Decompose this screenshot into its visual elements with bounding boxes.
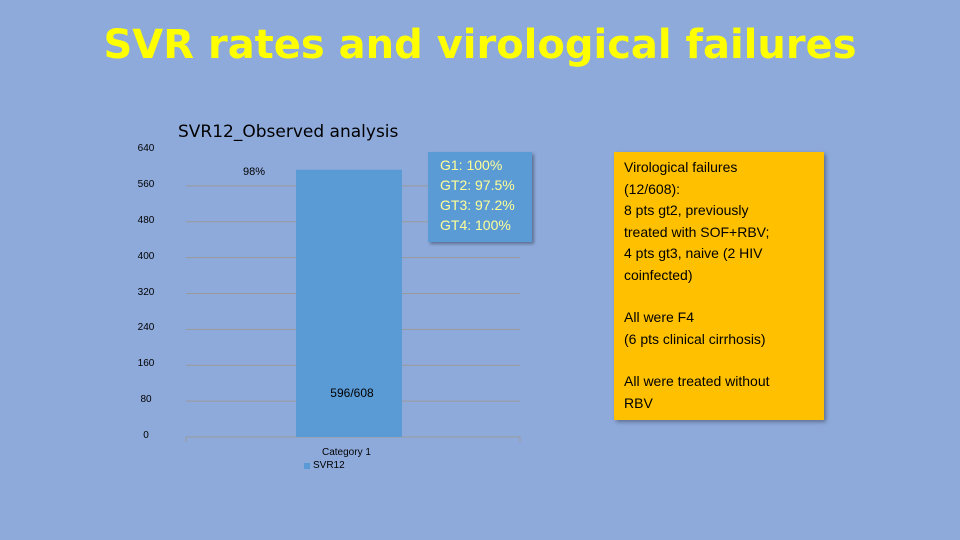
info-line: All were treated without xyxy=(624,373,770,389)
y-tick-label: 160 xyxy=(137,358,155,370)
bar-count-label: 596/608 xyxy=(330,386,374,400)
category-label: Category 1 xyxy=(322,447,371,458)
virological-failures-box: Virological failures (12/608): 8 pts gt2… xyxy=(614,152,824,420)
legend-label: SVR12 xyxy=(313,460,345,471)
info-line: All were F4 xyxy=(624,309,695,325)
y-tick-label: 400 xyxy=(137,250,155,262)
info-paragraph: Virological failures (12/608): 8 pts gt2… xyxy=(624,157,816,286)
genotype-line: G1: 100% xyxy=(440,157,503,173)
y-tick-label: 320 xyxy=(137,286,155,298)
y-tick-label: 240 xyxy=(137,322,155,334)
info-line: 8 pts gt2, previously xyxy=(624,202,749,218)
info-line: (6 pts clinical cirrhosis) xyxy=(624,330,766,347)
genotype-line: GT3: 97.2% xyxy=(440,197,515,213)
chart-title: SVR12_Observed analysis xyxy=(178,122,399,142)
info-line: treated with SOF+RBV; xyxy=(624,223,770,240)
genotype-line: GT4: 100% xyxy=(440,217,511,233)
y-tick-label: 0 xyxy=(143,430,149,441)
info-paragraph: All were F4 (6 pts clinical cirrhosis) xyxy=(624,307,816,350)
info-line: (12/608): xyxy=(624,180,681,197)
y-tick-label: 560 xyxy=(137,178,155,190)
y-tick-label: 80 xyxy=(140,394,152,406)
legend-swatch xyxy=(304,462,310,469)
info-line: Virological failures xyxy=(624,159,738,175)
y-tick-label: 640 xyxy=(137,143,155,154)
info-line: coinfected) xyxy=(624,266,693,283)
genotype-line: GT2: 97.5% xyxy=(440,177,515,193)
y-tick-label: 480 xyxy=(137,214,155,226)
info-line: 4 pts gt3, naive (2 HIV xyxy=(624,245,763,261)
info-paragraph: All were treated without RBV xyxy=(624,371,816,414)
bar-percent-label: 98% xyxy=(243,166,266,178)
genotype-rates-box: G1: 100% GT2: 97.5% GT3: 97.2% GT4: 100% xyxy=(428,152,532,242)
info-line: RBV xyxy=(624,394,653,411)
chart-legend: SVR12 xyxy=(304,460,345,471)
slide-title: SVR rates and virological failures xyxy=(103,22,857,68)
